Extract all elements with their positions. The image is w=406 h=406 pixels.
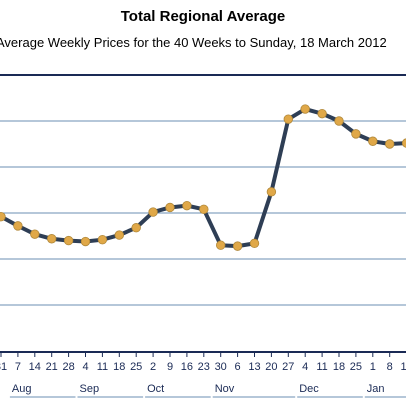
data-point: [249, 238, 260, 249]
x-tick-label: 15: [400, 361, 406, 373]
x-tick-label: 7: [15, 361, 21, 373]
x-tick-labels: 3171421284111825291623306132027411182518…: [0, 361, 406, 395]
x-tick-label: 18: [113, 361, 125, 373]
data-point: [368, 136, 378, 146]
x-tick-label: 4: [82, 361, 88, 373]
data-point: [266, 187, 277, 197]
data-point: [30, 229, 40, 239]
x-tick-label: 25: [350, 361, 362, 373]
data-point: [182, 200, 192, 211]
x-tick-label: 9: [167, 361, 173, 373]
x-tick-label: 23: [198, 361, 210, 373]
x-tick-label: 6: [235, 361, 241, 373]
x-tick-label: 31: [0, 361, 7, 373]
data-point-group: [0, 104, 406, 251]
data-point: [283, 114, 294, 124]
x-tick-label: 13: [248, 361, 260, 373]
x-tick-label: 18: [333, 361, 345, 373]
data-point: [334, 116, 344, 126]
x-tick-label: 21: [46, 361, 58, 373]
x-month-label: Dec: [299, 383, 319, 395]
x-month-label: Jan: [367, 383, 385, 395]
data-point: [0, 211, 6, 222]
series-line: [0, 107, 406, 249]
x-tick-label: 20: [265, 361, 277, 373]
data-point: [165, 202, 175, 213]
x-tick-label: 27: [282, 361, 294, 373]
chart-title: Total Regional Average: [120, 8, 286, 25]
data-point: [300, 104, 310, 114]
data-point: [317, 108, 327, 119]
data-point: [97, 234, 108, 245]
x-tick-label: 11: [97, 361, 108, 373]
x-tick-label: 14: [29, 361, 41, 373]
x-tick-label: 2: [150, 361, 156, 373]
chart-subtitle: Average Weekly Prices for the 40 Weeks t…: [0, 35, 387, 50]
data-point: [13, 221, 23, 231]
data-point: [232, 241, 243, 251]
data-point: [47, 234, 57, 244]
x-month-label: Nov: [215, 383, 235, 395]
axis-lines: [0, 351, 406, 398]
data-point: [401, 138, 406, 148]
grid-lines: [0, 74, 406, 306]
x-month-label: Oct: [147, 383, 164, 395]
x-tick-label: 11: [316, 361, 327, 373]
x-tick-label: 28: [62, 361, 74, 373]
data-point: [63, 235, 74, 246]
x-tick-label: 8: [387, 361, 393, 373]
x-tick-label: 16: [181, 361, 193, 373]
data-point: [215, 240, 226, 250]
x-month-label: Aug: [12, 383, 32, 395]
data-point: [148, 207, 158, 217]
data-point: [131, 223, 141, 233]
data-point: [114, 230, 125, 240]
series-line-group: [0, 107, 406, 249]
x-tick-label: 25: [130, 361, 142, 373]
x-tick-label: 30: [215, 361, 227, 373]
data-point: [351, 129, 361, 139]
x-month-label: Sep: [80, 383, 100, 395]
data-point: [385, 139, 395, 149]
data-point: [199, 204, 209, 215]
x-tick-label: 1: [370, 361, 376, 373]
x-tick-label: 4: [302, 361, 308, 373]
data-point: [80, 236, 91, 247]
